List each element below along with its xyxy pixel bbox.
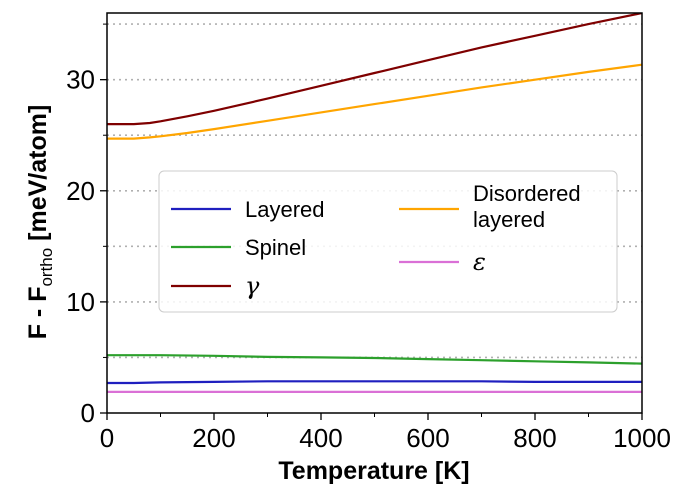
y-axis-label-unit: [meV/atom] bbox=[24, 105, 52, 248]
x-axis-label: Temperature [K] bbox=[278, 457, 469, 485]
legend-box bbox=[158, 170, 618, 313]
series-line-layered bbox=[107, 380, 642, 385]
y-tick-label: 30 bbox=[66, 65, 95, 95]
y-axis-label-subscript: ortho bbox=[37, 248, 56, 287]
legend-label-disordered-line2: layered bbox=[473, 207, 545, 232]
x-tick-label: 800 bbox=[513, 423, 556, 453]
series-line-spinel bbox=[107, 354, 642, 365]
legend: Layered Spinel γ Disordered layered ε bbox=[158, 170, 618, 313]
legend-label-layered: Layered bbox=[245, 197, 325, 222]
y-axis-label: F - Fortho [meV/atom] bbox=[24, 105, 56, 340]
series-line-gamma bbox=[107, 13, 642, 126]
legend-label-spinel: Spinel bbox=[245, 235, 306, 260]
axis-ticks: 0 200 400 600 800 1000 0 10 20 30 bbox=[66, 23, 671, 453]
y-axis-label-main: F - F bbox=[24, 287, 52, 340]
legend-label-disordered-layered: Disordered layered bbox=[473, 181, 587, 232]
legend-label-gamma: γ bbox=[245, 272, 260, 300]
x-tick-label: 200 bbox=[192, 423, 235, 453]
series-lines bbox=[107, 13, 642, 393]
x-tick-label: 1000 bbox=[613, 423, 671, 453]
series-line-disordered-layered bbox=[107, 63, 642, 140]
y-tick-label: 10 bbox=[66, 287, 95, 317]
x-tick-label: 600 bbox=[406, 423, 449, 453]
x-tick-label: 400 bbox=[299, 423, 342, 453]
y-tick-label: 0 bbox=[81, 398, 95, 428]
legend-label-epsilon: ε bbox=[473, 248, 486, 276]
x-tick-label: 0 bbox=[100, 423, 114, 453]
legend-label-disordered-line1: Disordered bbox=[473, 181, 581, 206]
y-tick-label: 20 bbox=[66, 176, 95, 206]
